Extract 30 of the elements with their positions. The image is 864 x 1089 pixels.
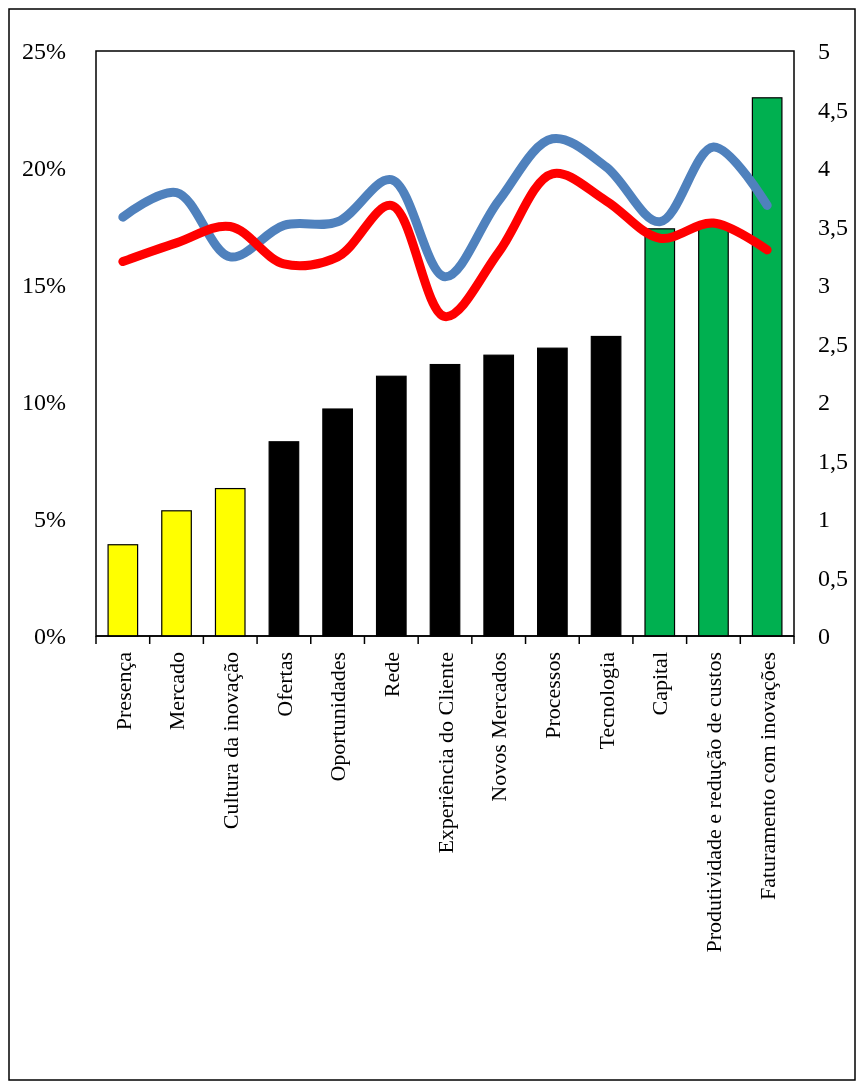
y2-tick-label: 4 bbox=[818, 155, 830, 182]
x-tick-label: Faturamento com inovações bbox=[754, 652, 780, 901]
x-tick-label: Tecnologia bbox=[593, 651, 619, 750]
y2-tick-label: 1,5 bbox=[818, 447, 848, 474]
x-tick-label: Produtividade e redução de custos bbox=[701, 652, 727, 953]
x-tick-label: Cultura da inovação bbox=[217, 652, 243, 830]
y-tick-label: 0% bbox=[34, 623, 66, 650]
y-tick-label: 25% bbox=[22, 38, 66, 65]
y2-tick-label: 5 bbox=[818, 38, 830, 65]
x-tick-label: Novos Mercados bbox=[486, 652, 512, 802]
x-tick-label: Oportunidades bbox=[325, 652, 351, 782]
x-tick-label: Rede bbox=[379, 652, 405, 698]
y2-tick-label: 2,5 bbox=[818, 330, 848, 357]
y2-tick-label: 4,5 bbox=[818, 96, 848, 123]
x-tick-label: Processos bbox=[540, 652, 566, 739]
x-tick-label: Ofertas bbox=[271, 652, 297, 717]
x-tick-label: Presença bbox=[110, 651, 136, 731]
y2-tick-label: 3 bbox=[818, 272, 830, 299]
y-tick-label: 10% bbox=[22, 389, 66, 416]
y2-tick-label: 1 bbox=[818, 506, 830, 533]
y-tick-label: 20% bbox=[22, 155, 66, 182]
x-tick-label: Capital bbox=[647, 652, 673, 716]
y2-tick-label: 0,5 bbox=[818, 564, 848, 591]
y2-tick-label: 0 bbox=[818, 623, 830, 650]
x-tick-label: Experiência do Cliente bbox=[432, 652, 458, 854]
y2-tick-label: 2 bbox=[818, 389, 830, 416]
y-tick-label: 5% bbox=[34, 506, 66, 533]
y-tick-label: 15% bbox=[22, 272, 66, 299]
y2-tick-label: 3,5 bbox=[818, 213, 848, 240]
x-tick-label: Mercado bbox=[164, 652, 190, 731]
